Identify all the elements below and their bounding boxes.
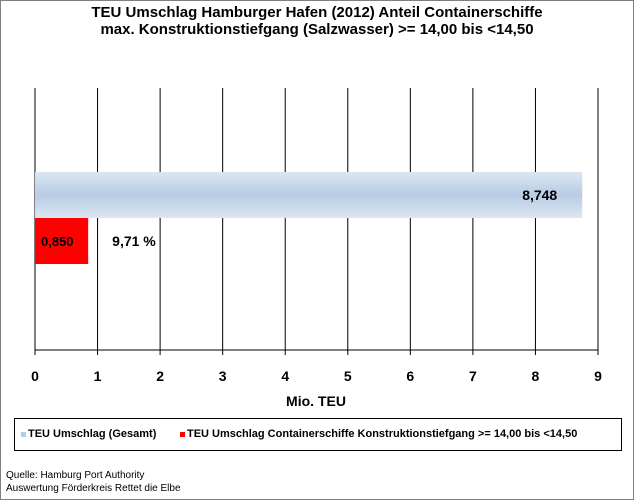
bar-total <box>35 172 583 218</box>
tick-label-x-9: 9 <box>594 368 602 384</box>
bar-subset <box>35 218 89 264</box>
data-label-subset: 0,850 <box>41 234 74 249</box>
tick-label-x-7: 7 <box>469 368 477 384</box>
chart-title: TEU Umschlag Hamburger Hafen (2012) Ante… <box>91 4 543 21</box>
tick-label-x-0: 0 <box>31 368 39 384</box>
tick-label-x-6: 6 <box>406 368 414 384</box>
legend: TEU Umschlag (Gesamt) TEU Umschlag Conta… <box>14 418 622 451</box>
source-line-1: Quelle: Hamburg Port Authority <box>6 470 145 481</box>
tick-label-x-2: 2 <box>156 368 164 384</box>
tick-label-x-3: 3 <box>219 368 227 384</box>
legend-item-total: TEU Umschlag (Gesamt) <box>21 428 156 440</box>
chart-subtitle: max. Konstruktionstiefgang (Salzwasser) … <box>100 21 534 38</box>
legend-swatch-total <box>21 431 26 437</box>
tick-label-x-4: 4 <box>281 368 289 384</box>
legend-item-subset: TEU Umschlag Containerschiffe Konstrukti… <box>180 428 577 440</box>
legend-label-total: TEU Umschlag (Gesamt) <box>28 428 157 440</box>
legend-swatch-subset <box>180 431 185 437</box>
x-axis-title: Mio. TEU <box>286 393 346 409</box>
annotation-percent: 9,71 % <box>112 233 156 249</box>
tick-label-x-8: 8 <box>532 368 540 384</box>
data-label-total: 8,748 <box>522 187 557 203</box>
tick-label-x-1: 1 <box>94 368 102 384</box>
chart-title-block: TEU Umschlag Hamburger Hafen (2012) Ante… <box>0 4 634 38</box>
source-line-2: Auswertung Förderkreis Rettet die Elbe <box>6 483 181 494</box>
tick-label-x-5: 5 <box>344 368 352 384</box>
legend-label-subset: TEU Umschlag Containerschiffe Konstrukti… <box>187 428 578 440</box>
